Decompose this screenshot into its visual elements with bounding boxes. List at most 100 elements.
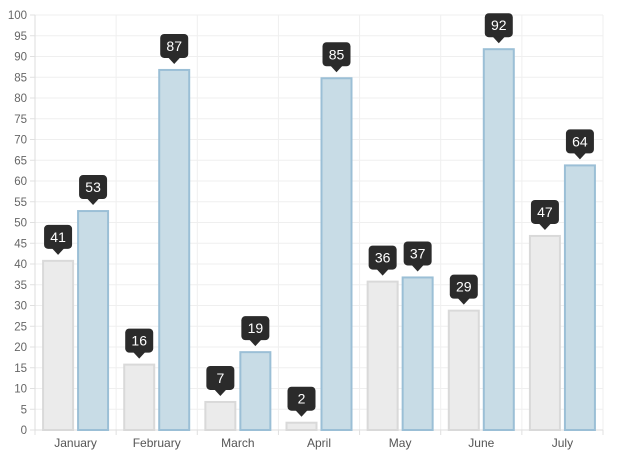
value-tooltip: 19 — [241, 316, 270, 347]
tooltip-arrow — [492, 36, 505, 44]
x-tick-label: April — [307, 436, 331, 450]
x-tick-label: February — [133, 436, 181, 450]
tooltip-box — [403, 241, 432, 266]
y-tick-label: 40 — [14, 259, 27, 271]
y-tick-label: 10 — [14, 384, 27, 396]
bar — [528, 234, 561, 431]
y-tick-label: 80 — [14, 93, 27, 105]
tooltip-box — [484, 13, 513, 38]
tooltip-box — [44, 224, 73, 249]
bar — [482, 48, 515, 431]
tooltip-box — [368, 245, 397, 270]
y-tick-label: 70 — [14, 135, 27, 147]
value-tooltip: 47 — [530, 199, 559, 230]
bar — [447, 309, 480, 431]
bar — [563, 164, 596, 431]
tooltip-box — [125, 328, 154, 353]
tooltip-box — [322, 42, 351, 67]
data-label: 7 — [216, 370, 224, 386]
x-tick-label: March — [221, 436, 254, 450]
value-tooltip: 92 — [484, 13, 513, 44]
data-label: 37 — [410, 245, 426, 261]
y-tick-label: 0 — [21, 425, 27, 437]
bars — [42, 48, 596, 432]
data-label: 16 — [131, 333, 147, 349]
bar — [239, 351, 272, 431]
y-tick-label: 90 — [14, 52, 27, 64]
bar — [77, 210, 110, 431]
data-label: 53 — [85, 179, 101, 195]
bar — [366, 280, 399, 431]
bar — [285, 421, 318, 432]
tooltip-box — [79, 175, 108, 200]
tooltip-arrow — [87, 198, 100, 206]
x-axis-ticks: January February March April May June July — [34, 430, 604, 450]
bar — [158, 68, 191, 431]
value-tooltip: 41 — [44, 224, 73, 255]
bar — [204, 400, 237, 432]
y-tick-label: 60 — [14, 176, 27, 188]
tooltip-arrow — [214, 389, 227, 396]
tooltip-box — [287, 386, 316, 411]
data-label: 19 — [248, 320, 264, 336]
tooltip-arrow — [249, 339, 262, 347]
y-axis-ticks: 0 5 10 15 20 25 30 35 40 45 50 55 60 65 70 75 80 85 90 95 10… — [8, 10, 35, 437]
x-tick-label: January — [54, 436, 97, 450]
value-tooltip: 64 — [565, 129, 594, 160]
value-tooltip: 53 — [79, 175, 108, 206]
y-tick-label: 75 — [14, 114, 27, 126]
data-label: 85 — [329, 46, 345, 62]
tooltip-box — [449, 274, 478, 299]
value-tooltips: 41 53 16 87 7 19 2 85 36 37 29 92 47 64 — [44, 13, 594, 417]
x-tick-label: June — [468, 436, 494, 450]
tooltip-arrow — [330, 65, 343, 73]
y-tick-label: 20 — [14, 342, 27, 354]
bar — [320, 77, 353, 431]
value-tooltip: 7 — [206, 365, 235, 396]
gridlines — [35, 14, 604, 430]
data-label: 92 — [491, 17, 507, 33]
y-tick-label: 55 — [14, 197, 27, 209]
y-tick-label: 45 — [14, 238, 27, 250]
tooltip-arrow — [411, 264, 424, 272]
y-tick-label: 25 — [14, 321, 27, 333]
y-tick-label: 85 — [14, 72, 27, 84]
y-tick-label: 35 — [14, 280, 27, 292]
value-tooltip: 37 — [403, 241, 432, 272]
data-label: 2 — [298, 391, 306, 407]
tooltip-box — [565, 129, 594, 154]
tooltip-arrow — [168, 57, 181, 64]
bar — [42, 259, 75, 431]
tooltip-box — [206, 365, 235, 390]
y-tick-label: 15 — [14, 363, 27, 375]
y-tick-label: 5 — [21, 404, 27, 416]
value-tooltip: 29 — [449, 274, 478, 305]
data-label: 47 — [537, 204, 553, 220]
x-tick-label: May — [389, 436, 412, 450]
value-tooltip: 85 — [322, 42, 351, 73]
y-tick-label: 95 — [14, 31, 27, 43]
data-label: 87 — [166, 38, 182, 54]
y-tick-label: 65 — [14, 155, 27, 167]
tooltip-arrow — [52, 248, 65, 255]
x-tick-label: July — [552, 436, 573, 450]
tooltip-box — [241, 316, 270, 341]
tooltip-box — [160, 33, 189, 58]
y-tick-label: 50 — [14, 218, 27, 230]
data-label: 41 — [50, 229, 66, 245]
tooltip-arrow — [457, 298, 470, 305]
tooltip-arrow — [538, 223, 551, 230]
data-label: 64 — [572, 133, 588, 149]
data-label: 29 — [456, 279, 472, 295]
value-tooltip: 36 — [368, 245, 397, 276]
bar — [123, 363, 156, 432]
value-tooltip: 16 — [125, 328, 154, 359]
y-tick-label: 100 — [8, 10, 27, 22]
bar — [401, 276, 434, 432]
tooltip-arrow — [295, 410, 308, 417]
tooltip-arrow — [133, 352, 146, 359]
tooltip-arrow — [573, 152, 586, 160]
value-tooltip: 2 — [287, 386, 316, 417]
data-label: 36 — [375, 250, 391, 266]
value-tooltip: 87 — [160, 33, 189, 64]
